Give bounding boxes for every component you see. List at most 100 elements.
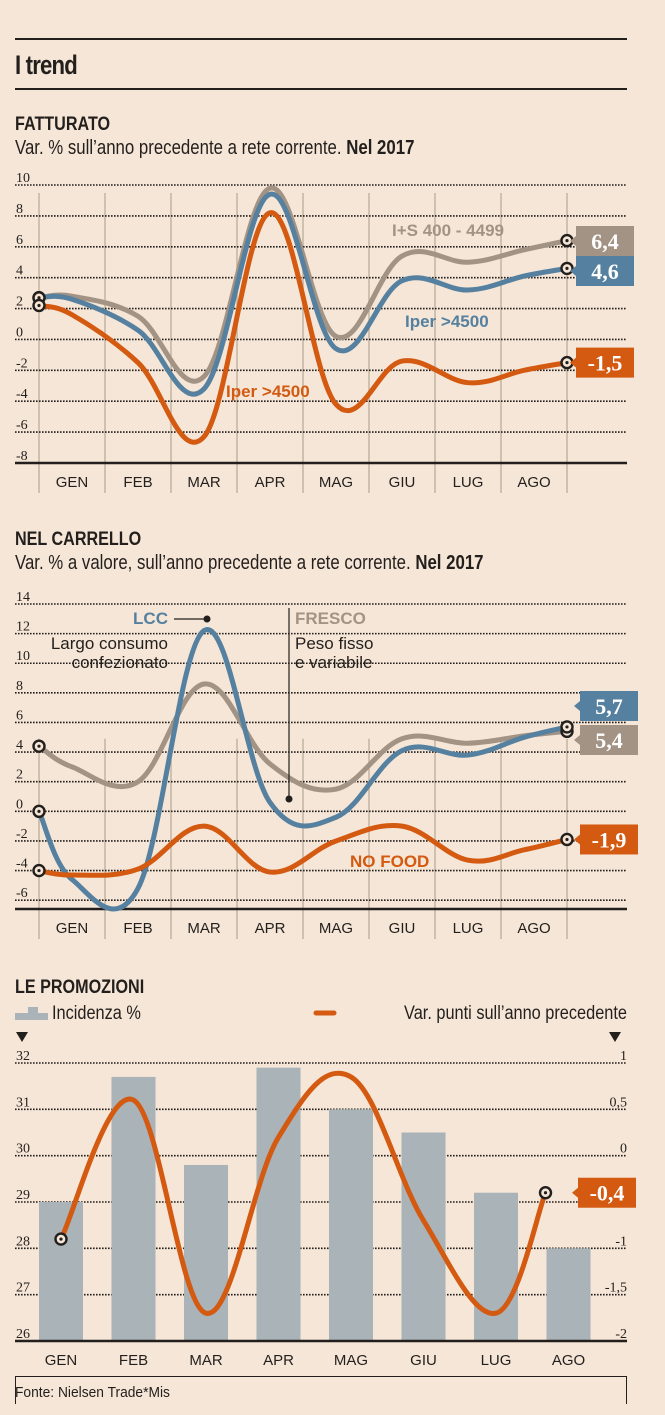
y-tick-label: 2 xyxy=(16,768,23,783)
left-y-tick-label: 30 xyxy=(16,1142,30,1157)
y-tick-label: 0 xyxy=(16,325,23,340)
x-tick-label: FEB xyxy=(119,1352,148,1369)
x-tick-label: MAG xyxy=(319,474,353,491)
fatturato-chart: 10 8 6 4 2 0 -2 -4 -6 -8 GEN FEB MAR APR MAG GIU LUG AGO I… xyxy=(15,171,634,493)
x-tick-label: GIU xyxy=(389,474,416,491)
end-marker-dot xyxy=(543,1191,548,1195)
end-label-promo-pointer xyxy=(572,1187,578,1198)
end-label-lcc: 5,7 xyxy=(595,694,623,719)
x-tick-label: GIU xyxy=(410,1352,437,1369)
y-tick-label: 6 xyxy=(16,233,23,248)
x-tick-label: APR xyxy=(263,1352,294,1369)
end-label-promo: -0,4 xyxy=(590,1181,625,1206)
right-y-tick-label: 0 xyxy=(620,1142,627,1157)
start-marker-dot xyxy=(59,1237,63,1241)
end-label-iper-orange-pointer xyxy=(570,357,576,368)
x-tick-label: MAR xyxy=(187,474,221,491)
end-label-is-box xyxy=(576,226,634,256)
right-y-tick-label: -1 xyxy=(615,1234,627,1249)
top-rule xyxy=(15,38,627,40)
annotation-lcc-desc: confezionato xyxy=(72,653,168,672)
end-label-fresco: 5,4 xyxy=(595,728,623,753)
x-tick-label: MAG xyxy=(319,920,353,937)
x-tick-label: AGO xyxy=(552,1352,585,1369)
left-y-tick-label: 26 xyxy=(16,1327,30,1342)
series-line-1 xyxy=(36,627,570,912)
series-line-2 xyxy=(36,822,570,878)
fatturato-subtitle-year: Nel 2017 xyxy=(346,137,415,159)
y-tick-label: -4 xyxy=(16,387,28,402)
right-y-tick-label: -1,5 xyxy=(605,1281,627,1296)
right-y-tick-label: 1 xyxy=(620,1049,627,1064)
x-tick-label: AGO xyxy=(517,920,550,937)
source-frame xyxy=(15,1376,627,1404)
end-marker-dot xyxy=(565,361,569,365)
y-tick-label: -2 xyxy=(16,356,28,371)
start-marker-dot xyxy=(37,809,41,813)
end-label-iper-blue-box xyxy=(576,256,634,286)
y-tick-label: 2 xyxy=(16,295,23,310)
x-tick-label: MAR xyxy=(189,1352,223,1369)
bar xyxy=(329,1109,373,1341)
promozioni-chart: Incidenza % Var. punti sull’anno preceden… xyxy=(15,1002,636,1369)
end-label-is-pointer xyxy=(570,236,576,246)
left-y-tick-label: 31 xyxy=(16,1095,30,1110)
bar xyxy=(39,1202,83,1341)
y-tick-label: -4 xyxy=(16,857,28,872)
carrello-subtitle-text: Var. % a valore, sull’anno precedente a … xyxy=(15,552,411,574)
end-label-iper-blue-pointer xyxy=(570,266,576,276)
series-line-0 xyxy=(36,185,570,384)
annotation-lcc-desc: Largo consumo xyxy=(51,634,168,653)
left-axis-arrow-icon xyxy=(16,1032,28,1042)
bar xyxy=(546,1248,591,1341)
x-tick-label: GEN xyxy=(56,474,89,491)
y-tick-label: 12 xyxy=(16,620,30,635)
y-tick-label: 4 xyxy=(16,738,23,753)
legend-bar-icon xyxy=(15,1007,48,1020)
bar xyxy=(474,1192,518,1341)
source-note: Fonte: Nielsen Trade*Mis xyxy=(15,1384,170,1401)
x-tick-label: GEN xyxy=(56,920,89,937)
right-y-tick-label: 0,5 xyxy=(610,1095,628,1110)
end-label-iper-blue: 4,6 xyxy=(591,259,619,284)
annotation-fresco-dot xyxy=(285,795,293,803)
page-title: I trend xyxy=(15,50,78,80)
series-label-iper-orange: Iper >4500 xyxy=(226,382,310,401)
fatturato-subtitle: Var. % sull’anno precedente a rete corre… xyxy=(15,137,414,160)
x-tick-label: GEN xyxy=(45,1352,78,1369)
bar xyxy=(401,1132,446,1341)
x-tick-label: LUG xyxy=(453,920,484,937)
annotation-nofood: NO FOOD xyxy=(350,852,429,871)
promozioni-title: LE PROMOZIONI xyxy=(15,977,145,998)
end-label-lcc-box xyxy=(580,691,638,721)
series-label-is: I+S 400 - 4499 xyxy=(392,221,504,240)
end-label-promo-box xyxy=(578,1177,636,1208)
y-tick-label: -6 xyxy=(16,418,28,433)
end-label-nofood: -1,9 xyxy=(592,827,627,852)
end-label-is: 6,4 xyxy=(591,229,619,254)
start-marker-dot xyxy=(37,744,41,748)
y-tick-label: 0 xyxy=(16,797,23,812)
right-y-tick-label: -2 xyxy=(615,1327,627,1342)
legend-bar-label: Incidenza % xyxy=(52,1002,141,1023)
annotation-fresco-desc: e variabile xyxy=(295,653,373,672)
y-tick-label: -2 xyxy=(16,827,28,842)
x-tick-label: AGO xyxy=(517,474,550,491)
end-marker-dot xyxy=(565,266,569,270)
series-line-2 xyxy=(36,210,570,445)
annotation-fresco-desc: Peso fisso xyxy=(295,634,373,653)
y-tick-label: 8 xyxy=(16,679,23,694)
right-axis-arrow-icon xyxy=(609,1032,621,1042)
y-tick-label: 6 xyxy=(16,708,23,723)
carrello-subtitle-year: Nel 2017 xyxy=(415,552,484,574)
end-label-nofood-box xyxy=(580,824,638,855)
carrello-title: NEL CARRELLO xyxy=(15,529,142,550)
x-tick-label: APR xyxy=(255,920,286,937)
y-tick-label: -6 xyxy=(16,886,28,901)
end-marker-dot xyxy=(565,837,569,842)
x-tick-label: GIU xyxy=(389,920,416,937)
x-tick-label: MAR xyxy=(187,920,221,937)
y-tick-label: 8 xyxy=(16,202,23,217)
left-y-tick-label: 28 xyxy=(16,1234,30,1249)
end-label-iper-orange-box xyxy=(576,347,634,378)
